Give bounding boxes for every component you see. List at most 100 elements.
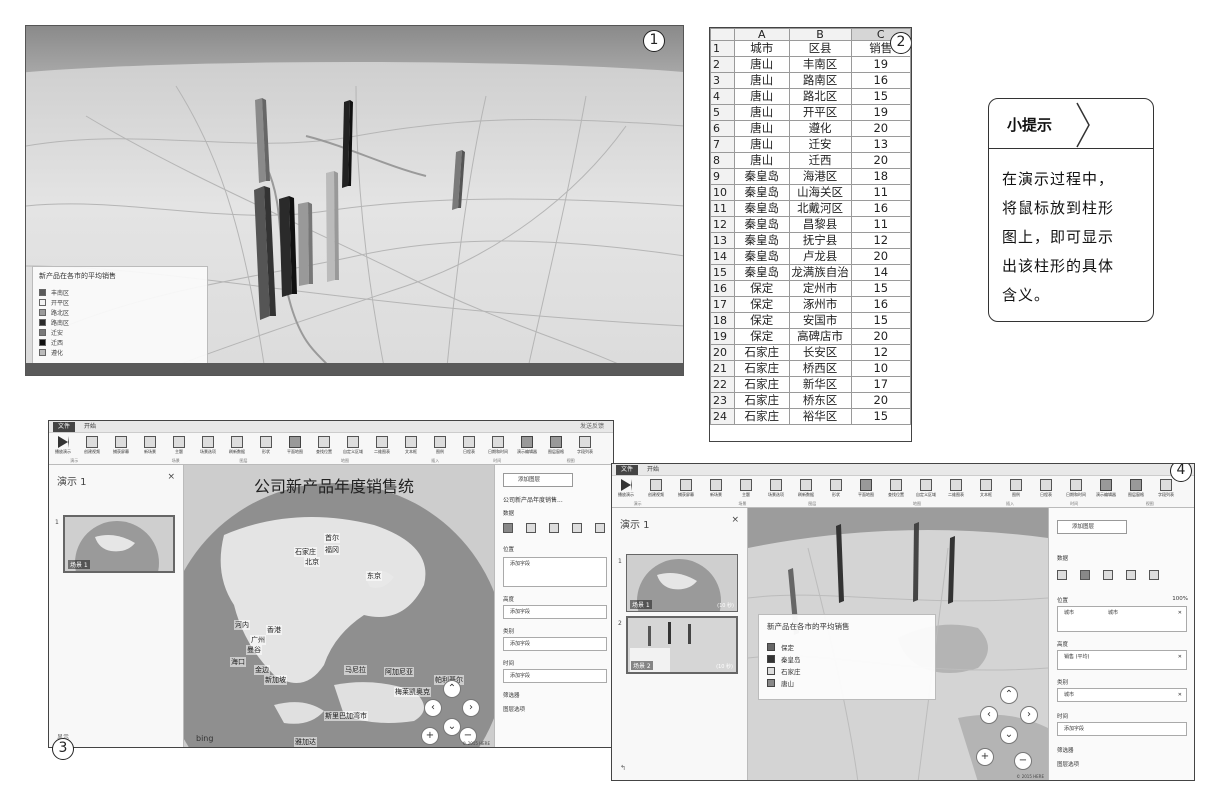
- filter-section[interactable]: 筛选器: [503, 693, 520, 699]
- table-cell[interactable]: 11: [850, 216, 911, 233]
- close-icon[interactable]: ×: [731, 515, 739, 525]
- ribbon-button[interactable]: 刷新数据: [227, 436, 247, 455]
- table-cell[interactable]: 安国市: [788, 312, 852, 329]
- stacked-column-icon[interactable]: [1057, 570, 1067, 580]
- row-number[interactable]: 22: [710, 376, 735, 393]
- table-cell[interactable]: 路北区: [788, 88, 852, 105]
- close-icon[interactable]: ×: [167, 472, 175, 482]
- table-cell[interactable]: 秦皇岛: [733, 200, 790, 217]
- table-cell[interactable]: 14: [850, 264, 911, 281]
- table-cell[interactable]: 路南区: [788, 72, 852, 89]
- row-number[interactable]: 7: [710, 136, 735, 153]
- region-icon[interactable]: [595, 523, 605, 533]
- table-cell[interactable]: 高碑店市: [788, 328, 852, 345]
- row-number[interactable]: 16: [710, 280, 735, 297]
- table-cell[interactable]: 唐山: [733, 152, 790, 169]
- table-cell[interactable]: 15: [850, 280, 911, 297]
- row-number[interactable]: 19: [710, 328, 735, 345]
- rotate-right-button[interactable]: ›: [1020, 706, 1038, 724]
- table-cell[interactable]: 12: [850, 232, 911, 249]
- row-number[interactable]: 18: [710, 312, 735, 329]
- table-cell[interactable]: 保定: [733, 312, 790, 329]
- table-cell[interactable]: 秦皇岛: [733, 168, 790, 185]
- table-cell[interactable]: 19: [850, 104, 911, 121]
- table-cell[interactable]: 20: [850, 392, 911, 409]
- data-section[interactable]: 数据: [503, 511, 515, 517]
- row-number[interactable]: 4: [710, 88, 735, 105]
- table-cell[interactable]: 唐山: [733, 136, 790, 153]
- table-cell[interactable]: 10: [850, 360, 911, 377]
- row-number[interactable]: 15: [710, 264, 735, 281]
- zoom-out-button[interactable]: −: [459, 727, 477, 745]
- tab-file[interactable]: 文件: [53, 422, 76, 432]
- table-cell[interactable]: 12: [850, 344, 911, 361]
- ribbon-button[interactable]: 创建视频: [646, 479, 666, 498]
- table-cell[interactable]: 16: [850, 296, 911, 313]
- layer-options-section[interactable]: 图层选项: [503, 707, 526, 713]
- time-field[interactable]: 添加字段: [503, 669, 607, 683]
- table-cell[interactable]: 15: [850, 312, 911, 329]
- table-cell[interactable]: 裕华区: [788, 408, 852, 425]
- table-cell[interactable]: 唐山: [733, 104, 790, 121]
- column-header[interactable]: B: [788, 28, 852, 41]
- clustered-column-icon[interactable]: [526, 523, 536, 533]
- row-number[interactable]: 11: [710, 200, 735, 217]
- ribbon-button[interactable]: 字段列表: [1156, 479, 1176, 498]
- ribbon-button[interactable]: 图例: [430, 436, 450, 455]
- rotate-left-button[interactable]: ‹: [424, 699, 442, 717]
- ribbon-button[interactable]: 新场景: [140, 436, 160, 455]
- row-number[interactable]: 12: [710, 216, 735, 233]
- table-cell[interactable]: 唐山: [733, 56, 790, 73]
- table-cell[interactable]: 迁西: [788, 152, 852, 169]
- tilt-up-button[interactable]: ⌃: [1000, 686, 1018, 704]
- height-field[interactable]: 销售 (平均) ✕: [1057, 650, 1187, 670]
- add-scene-icon[interactable]: ↰: [620, 764, 626, 772]
- table-cell[interactable]: 山海关区: [788, 184, 852, 201]
- row-number[interactable]: 10: [710, 184, 735, 201]
- row-number[interactable]: 2: [710, 56, 735, 73]
- add-layer-button[interactable]: 添加图层: [503, 473, 573, 487]
- table-cell[interactable]: 迁安: [788, 136, 852, 153]
- table-cell[interactable]: 桥西区: [788, 360, 852, 377]
- table-cell[interactable]: 卢龙县: [788, 248, 852, 265]
- row-number[interactable]: 3: [710, 72, 735, 89]
- tilt-up-button[interactable]: ⌃: [443, 680, 461, 698]
- region-icon[interactable]: [1149, 570, 1159, 580]
- send-feedback-link[interactable]: 发送反馈: [579, 423, 604, 430]
- table-cell[interactable]: 19: [850, 56, 911, 73]
- ribbon-button[interactable]: 刷新数据: [796, 479, 816, 498]
- row-number[interactable]: 9: [710, 168, 735, 185]
- ribbon-button[interactable]: 日期和时间: [488, 436, 508, 455]
- table-cell[interactable]: 16: [850, 200, 911, 217]
- ribbon-button[interactable]: 演示编辑器: [1096, 479, 1116, 498]
- height-field[interactable]: 添加字段: [503, 605, 607, 619]
- filter-section[interactable]: 筛选器: [1057, 748, 1074, 754]
- tab-start[interactable]: 开始: [84, 423, 97, 430]
- ribbon-button[interactable]: 形状: [256, 436, 276, 455]
- ribbon-button[interactable]: 平面地图: [285, 436, 305, 455]
- table-cell[interactable]: 唐山: [733, 72, 790, 89]
- table-cell[interactable]: 龙满族自治: [788, 264, 852, 281]
- table-cell[interactable]: 秦皇岛: [733, 184, 790, 201]
- layer-name[interactable]: 公司新产品年度销售...: [503, 497, 563, 504]
- table-cell[interactable]: 20: [850, 248, 911, 265]
- table-cell[interactable]: 秦皇岛: [733, 248, 790, 265]
- tab-start[interactable]: 开始: [647, 466, 660, 473]
- table-cell[interactable]: 桥东区: [788, 392, 852, 409]
- table-cell[interactable]: 15: [850, 408, 911, 425]
- location-field[interactable]: 添加字段: [503, 557, 607, 587]
- table-cell[interactable]: 保定: [733, 280, 790, 297]
- table-cell[interactable]: 15: [850, 88, 911, 105]
- tab-file[interactable]: 文件: [616, 465, 639, 475]
- heatmap-icon[interactable]: [572, 523, 582, 533]
- ribbon-button[interactable]: 字段列表: [575, 436, 595, 455]
- table-cell[interactable]: 抚宁县: [788, 232, 852, 249]
- row-number[interactable]: 17: [710, 296, 735, 313]
- add-layer-button[interactable]: 添加图层: [1057, 520, 1127, 534]
- scene-thumbnail-2[interactable]: 场景 2 (10 秒): [626, 616, 738, 674]
- row-number[interactable]: 6: [710, 120, 735, 137]
- table-cell[interactable]: 16: [850, 72, 911, 89]
- location-field[interactable]: 城市 城市 ✕: [1057, 606, 1187, 632]
- time-field[interactable]: 添加字段: [1057, 722, 1187, 736]
- ribbon-button[interactable]: 日期和时间: [1066, 479, 1086, 498]
